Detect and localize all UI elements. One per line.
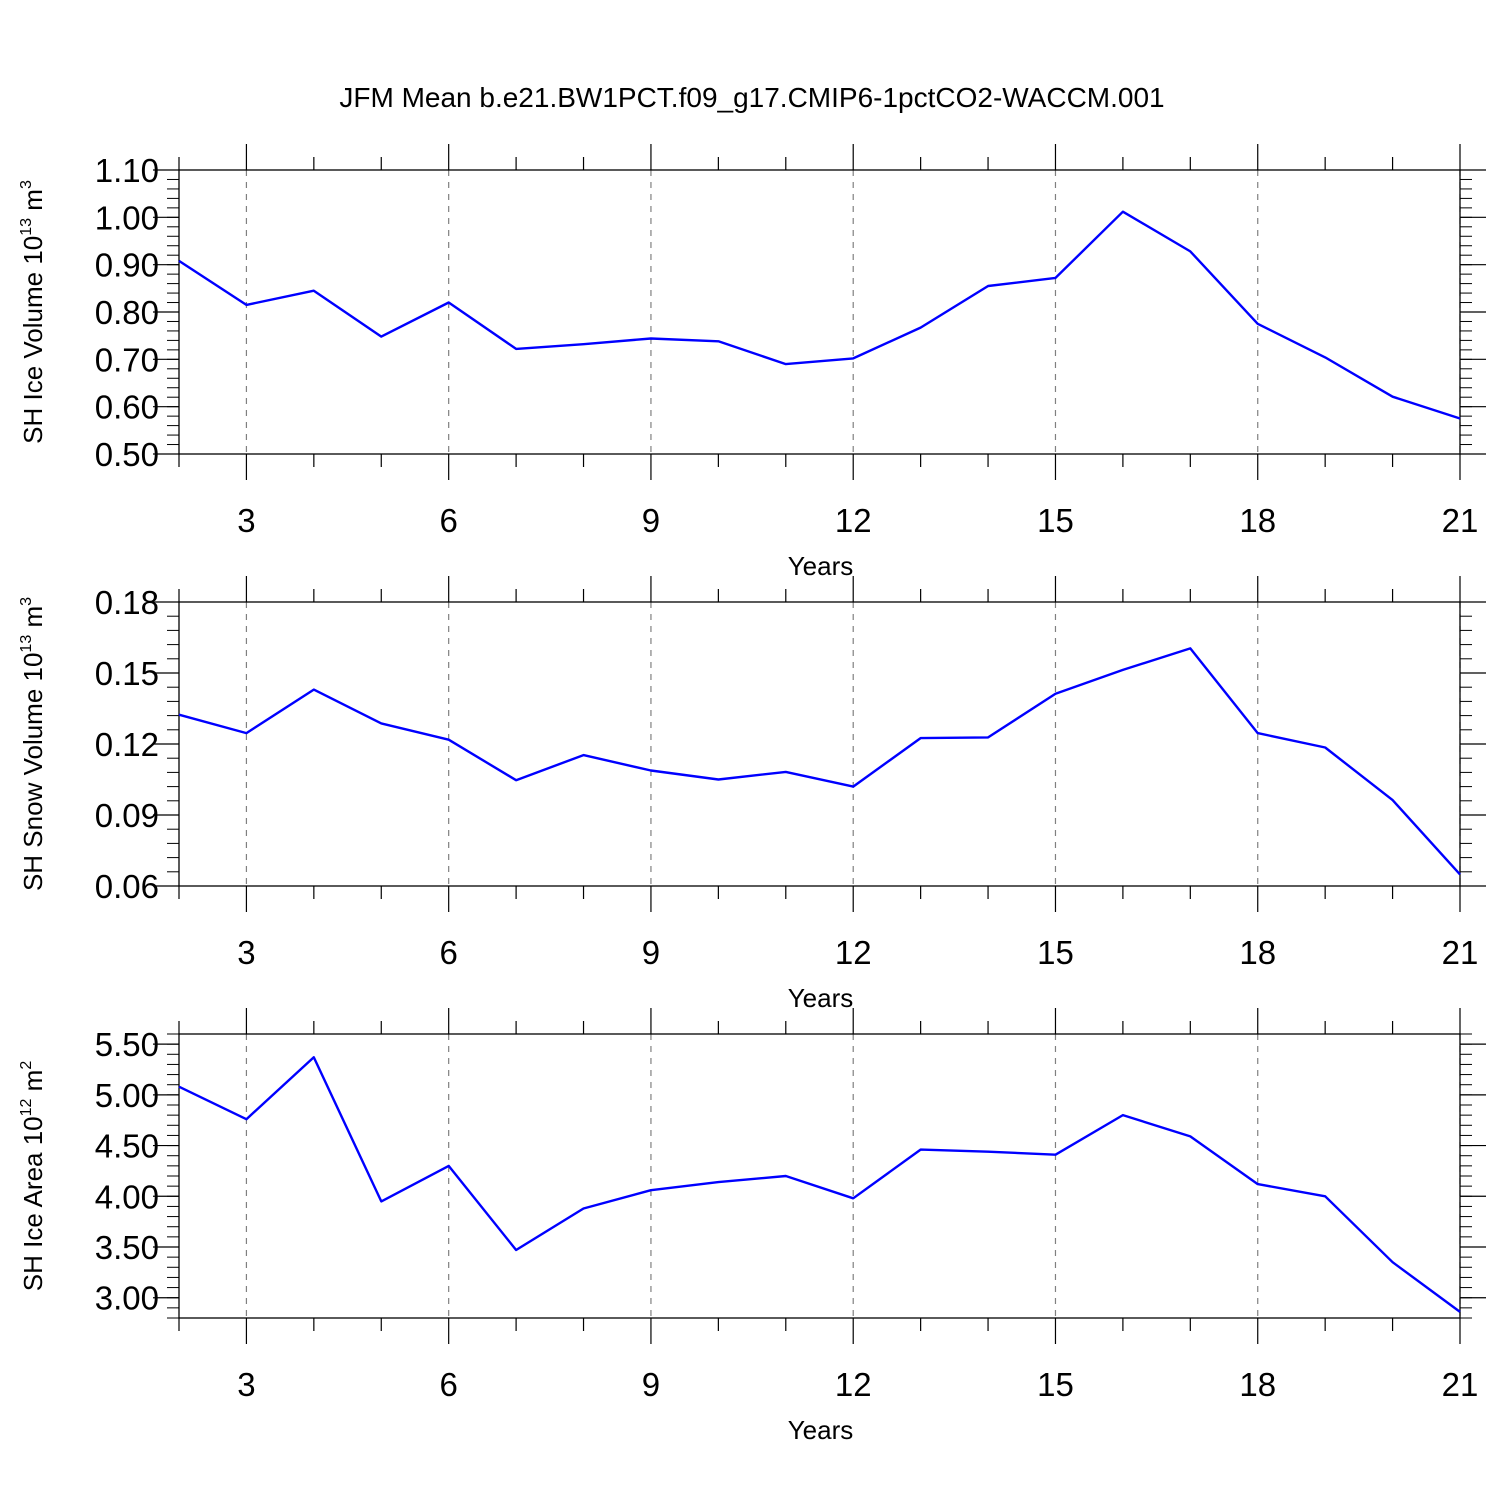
x-tick-label: 21 bbox=[1442, 1366, 1479, 1403]
x-tick-label: 3 bbox=[237, 502, 255, 539]
x-tick-label: 12 bbox=[835, 934, 872, 971]
x-tick-label: 18 bbox=[1239, 934, 1276, 971]
x-tick-label: 21 bbox=[1442, 502, 1479, 539]
y-tick-label: 0.60 bbox=[95, 389, 159, 426]
y-axis-label: SH Ice Area 1012 m2 bbox=[18, 1061, 48, 1292]
panel-2: 0.06 0.09 0.12 0.15 0.18 3 6 9 12 15 18 21 Years SH S… bbox=[18, 576, 1486, 1013]
x-tick-label: 18 bbox=[1239, 1366, 1276, 1403]
x-tick-label: 3 bbox=[237, 934, 255, 971]
y-axis-label: SH Ice Volume 1013 m3 bbox=[18, 180, 48, 444]
y-tick-label: 1.00 bbox=[95, 199, 159, 236]
y-tick-label: 4.50 bbox=[95, 1128, 159, 1165]
x-tick-label: 21 bbox=[1442, 934, 1479, 971]
figure-title: JFM Mean b.e21.BW1PCT.f09_g17.CMIP6-1pct… bbox=[339, 82, 1164, 113]
y-tick-label: 0.18 bbox=[95, 584, 159, 621]
y-tick-label: 0.12 bbox=[95, 726, 159, 763]
y-tick-label: 0.80 bbox=[95, 294, 159, 331]
x-axis-label: Years bbox=[788, 983, 854, 1013]
series-line bbox=[178, 1056, 1461, 1313]
x-tick-label: 15 bbox=[1037, 1366, 1074, 1403]
x-tick-label: 6 bbox=[440, 934, 458, 971]
x-tick-label: 15 bbox=[1037, 502, 1074, 539]
x-tick-label: 12 bbox=[835, 502, 872, 539]
panels: 0.50 0.60 0.70 0.80 0.90 1.00 1.10 3 6 9 12 15 18 21 Y… bbox=[18, 144, 1486, 1445]
y-tick-label: 5.00 bbox=[95, 1077, 159, 1114]
y-tick-label: 0.06 bbox=[95, 868, 159, 905]
y-tick-label: 5.50 bbox=[95, 1026, 159, 1063]
x-axis-label: Years bbox=[788, 551, 854, 581]
x-tick-label: 9 bbox=[642, 934, 660, 971]
y-tick-label: 0.09 bbox=[95, 797, 159, 834]
x-axis-label: Years bbox=[788, 1415, 854, 1445]
x-tick-label: 9 bbox=[642, 502, 660, 539]
x-tick-label: 3 bbox=[237, 1366, 255, 1403]
panel-3: 3.00 3.50 4.00 4.50 5.00 5.50 3 6 9 12 15 18 21 Years… bbox=[18, 1008, 1486, 1445]
y-tick-label: 0.70 bbox=[95, 341, 159, 378]
y-axis-label: SH Snow Volume 1013 m3 bbox=[18, 597, 48, 891]
series-line bbox=[178, 647, 1461, 876]
x-tick-label: 15 bbox=[1037, 934, 1074, 971]
x-tick-label: 12 bbox=[835, 1366, 872, 1403]
y-tick-label: 1.10 bbox=[95, 152, 159, 189]
y-tick-label: 4.00 bbox=[95, 1178, 159, 1215]
series-line bbox=[178, 210, 1461, 420]
x-tick-label: 18 bbox=[1239, 502, 1276, 539]
x-tick-label: 6 bbox=[440, 1366, 458, 1403]
x-tick-label: 9 bbox=[642, 1366, 660, 1403]
y-tick-label: 0.50 bbox=[95, 436, 159, 473]
y-tick-label: 3.50 bbox=[95, 1229, 159, 1266]
y-tick-label: 3.00 bbox=[95, 1280, 159, 1317]
x-tick-label: 6 bbox=[440, 502, 458, 539]
y-tick-label: 0.15 bbox=[95, 655, 159, 692]
panel-1: 0.50 0.60 0.70 0.80 0.90 1.00 1.10 3 6 9 12 15 18 21 Y… bbox=[18, 144, 1486, 581]
y-tick-label: 0.90 bbox=[95, 247, 159, 284]
